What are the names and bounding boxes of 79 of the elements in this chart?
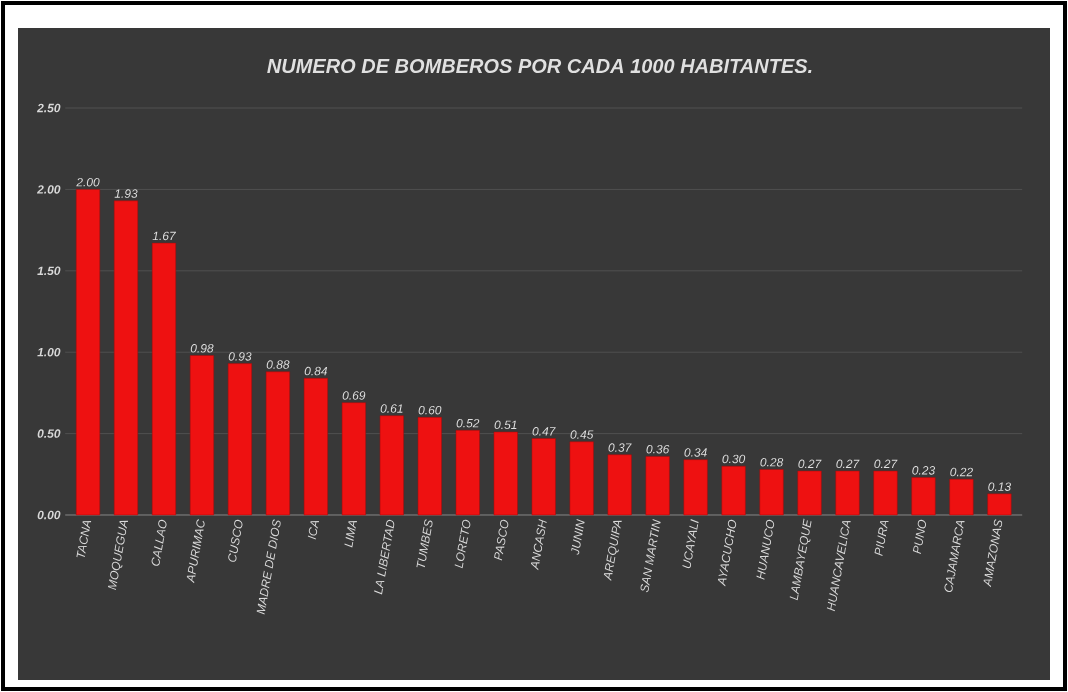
x-tick-label: LIMA (344, 520, 357, 548)
data-label: 0.51 (494, 420, 517, 430)
bar (911, 477, 936, 516)
bar (227, 363, 252, 516)
bar (265, 371, 290, 516)
x-tick-label: AMAZONAS (983, 519, 1003, 588)
bar (721, 465, 746, 516)
bar (379, 415, 404, 516)
data-label: 0.69 (342, 391, 366, 400)
x-tick-label: PUNO (912, 519, 927, 555)
x-tick-label: APURIMAC (186, 519, 205, 584)
data-label: 0.36 (646, 444, 670, 454)
data-label: 0.30 (722, 454, 746, 464)
data-label: 0.22 (950, 467, 973, 477)
x-tick-label: PASCO (494, 519, 509, 561)
chart-title: NUMERO DE BOMBEROS POR CADA 1000 HABITANTES. (267, 58, 812, 74)
data-label: 0.47 (532, 427, 556, 436)
x-tick-label: HUANUCO (756, 519, 775, 580)
data-label: 0.52 (456, 418, 480, 428)
data-label: 0.98 (190, 344, 214, 353)
bar (455, 430, 480, 516)
y-tick-label: 0.50 (37, 429, 61, 438)
data-label: 0.88 (266, 360, 290, 369)
bar (341, 402, 366, 516)
x-tick-label: ICA (307, 520, 319, 540)
bar (113, 200, 139, 516)
data-label: 1.67 (152, 231, 177, 241)
x-tick-label: MADRE DE DIOS (256, 519, 281, 615)
data-label: 0.61 (380, 404, 403, 413)
bar (949, 478, 974, 516)
x-tick-label: LORETO (454, 519, 471, 569)
bar (151, 242, 176, 516)
data-label: 0.23 (912, 466, 936, 475)
data-label: 0.93 (228, 352, 252, 361)
x-tick-label: AYACUCHO (717, 519, 737, 587)
bar (189, 355, 214, 516)
bar (645, 456, 670, 516)
x-tick-label: ANCASH (530, 518, 547, 571)
bar (835, 470, 860, 516)
bar (303, 377, 328, 516)
y-tick-label: 2.00 (36, 185, 61, 194)
x-tick-label: CUSCO (228, 519, 243, 562)
data-label: 0.28 (760, 457, 784, 467)
bar (797, 470, 822, 516)
bar (531, 438, 556, 516)
bar (493, 431, 518, 516)
bar (987, 493, 1012, 516)
y-tick-label: 1.00 (37, 347, 61, 357)
x-tick-label: JUNIN (571, 518, 585, 555)
bar (417, 417, 442, 516)
data-label: 2.00 (76, 177, 100, 187)
bar (873, 470, 898, 516)
data-label: 0.37 (608, 443, 632, 452)
y-tick-label: 2.50 (36, 103, 61, 113)
bar (759, 469, 784, 516)
data-label: 0.34 (684, 448, 707, 457)
x-tick-label: MOQUEGUA (107, 520, 129, 591)
x-tick-label: UCAYALI (682, 519, 699, 569)
x-tick-label: TACNA (76, 520, 92, 558)
data-label: 0.13 (988, 482, 1011, 491)
bar (569, 441, 594, 516)
data-label: 0.60 (418, 405, 442, 415)
data-label: 1.93 (114, 189, 138, 198)
x-tick-label: LA LIBERTAD (374, 519, 395, 595)
data-label: 0.45 (570, 430, 594, 439)
y-tick-label: 1.50 (37, 266, 61, 276)
data-label: 0.27 (836, 459, 860, 469)
x-tick-label: CALLAO (151, 519, 167, 566)
data-label: 0.84 (304, 366, 328, 376)
x-tick-label: TUMBES (416, 519, 433, 568)
y-tick-label: 0.00 (37, 510, 61, 520)
bar (607, 454, 632, 516)
bar (75, 189, 101, 516)
bar (683, 459, 708, 516)
data-label: 0.27 (798, 459, 822, 469)
data-label: 0.27 (874, 459, 898, 469)
x-tick-label: SAN MARTIN (640, 518, 661, 593)
x-tick-label: PIURA (874, 520, 889, 557)
x-tick-label: AREQUIPA (603, 520, 622, 581)
